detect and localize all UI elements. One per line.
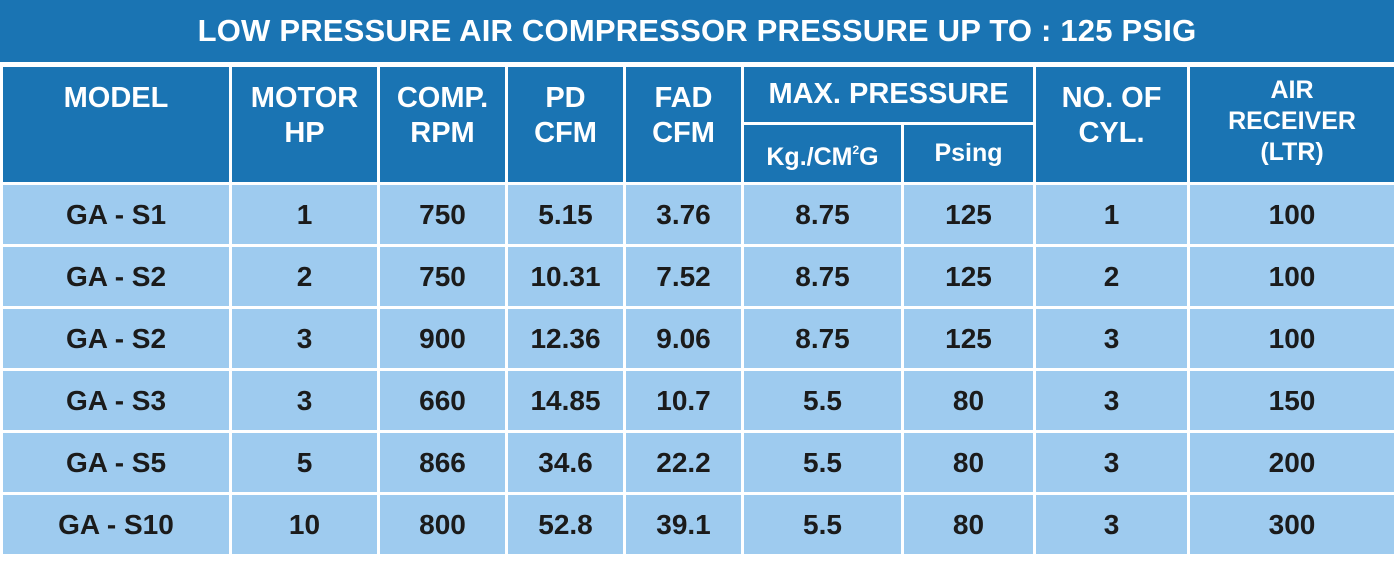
header-air-receiver: AIR RECEIVER (LTR) xyxy=(1187,64,1394,185)
cell-no-of-cyl: 3 xyxy=(1033,430,1191,495)
cell-kg-cm2g: 5.5 xyxy=(741,368,904,433)
cell-psing: 80 xyxy=(900,368,1037,433)
cell-psing: 125 xyxy=(900,244,1037,309)
compressor-spec-table: MODEL MOTOR HP COMP. RPM PD CFM FAD CFM xyxy=(0,64,1394,557)
cell-fad-cfm: 9.06 xyxy=(623,306,744,371)
cell-no-of-cyl: 3 xyxy=(1033,368,1191,433)
cell-motor-hp: 2 xyxy=(229,244,380,309)
cell-fad-cfm: 22.2 xyxy=(623,430,744,495)
table-row: GA - S2 3 900 12.36 9.06 8.75 125 3 100 xyxy=(0,306,1394,371)
cell-fad-cfm: 7.52 xyxy=(623,244,744,309)
header-max-pressure-label: MAX. PRESSURE xyxy=(768,78,1009,110)
header-psing-label: Psing xyxy=(934,139,1003,167)
cell-model: GA - S10 xyxy=(0,492,232,557)
table-row: GA - S1 1 750 5.15 3.76 8.75 125 1 100 xyxy=(0,182,1394,247)
header-air-receiver-line2: RECEIVER xyxy=(1228,107,1356,135)
cell-model: GA - S2 xyxy=(0,244,232,309)
cell-motor-hp: 3 xyxy=(229,368,380,433)
table-body: GA - S1 1 750 5.15 3.76 8.75 125 1 100 G… xyxy=(0,182,1394,557)
header-motor-hp-line1: MOTOR xyxy=(250,82,359,114)
cell-air-receiver: 200 xyxy=(1187,430,1394,495)
cell-comp-rpm: 750 xyxy=(377,182,508,247)
cell-kg-cm2g: 5.5 xyxy=(741,430,904,495)
table-row: GA - S2 2 750 10.31 7.52 8.75 125 2 100 xyxy=(0,244,1394,309)
table-title: LOW PRESSURE AIR COMPRESSOR PRESSURE UP … xyxy=(0,0,1394,62)
cell-pd-cfm: 14.85 xyxy=(505,368,626,433)
cell-comp-rpm: 900 xyxy=(377,306,508,371)
cell-comp-rpm: 750 xyxy=(377,244,508,309)
header-comp-rpm: COMP. RPM xyxy=(377,64,508,185)
header-model-label: MODEL xyxy=(63,82,169,114)
header-air-receiver-line3: (LTR) xyxy=(1260,138,1324,166)
header-motor-hp-line2: HP xyxy=(284,117,325,149)
cell-comp-rpm: 866 xyxy=(377,430,508,495)
cell-comp-rpm: 800 xyxy=(377,492,508,557)
cell-air-receiver: 300 xyxy=(1187,492,1394,557)
header-kg-prefix: Kg./CM xyxy=(766,142,853,171)
cell-air-receiver: 100 xyxy=(1187,182,1394,247)
header-air-receiver-line1: AIR xyxy=(1270,76,1314,104)
header-no-of-cyl-line1: NO. OF xyxy=(1061,82,1162,114)
header-fad-cfm-line2: CFM xyxy=(652,117,715,149)
cell-motor-hp: 3 xyxy=(229,306,380,371)
cell-fad-cfm: 3.76 xyxy=(623,182,744,247)
cell-motor-hp: 5 xyxy=(229,430,380,495)
cell-air-receiver: 150 xyxy=(1187,368,1394,433)
cell-kg-cm2g: 5.5 xyxy=(741,492,904,557)
cell-no-of-cyl: 2 xyxy=(1033,244,1191,309)
cell-fad-cfm: 39.1 xyxy=(623,492,744,557)
header-psing: Psing xyxy=(900,122,1037,185)
header-comp-rpm-line1: COMP. xyxy=(396,82,489,114)
cell-pd-cfm: 34.6 xyxy=(505,430,626,495)
table-row: GA - S5 5 866 34.6 22.2 5.5 80 3 200 xyxy=(0,430,1394,495)
header-no-of-cyl: NO. OF CYL. xyxy=(1033,64,1191,185)
header-row-1: MODEL MOTOR HP COMP. RPM PD CFM FAD CFM xyxy=(0,64,1394,185)
header-no-of-cyl-line2: CYL. xyxy=(1078,117,1145,149)
cell-model: GA - S5 xyxy=(0,430,232,495)
header-kg-suffix: G xyxy=(859,142,879,171)
cell-no-of-cyl: 3 xyxy=(1033,306,1191,371)
cell-no-of-cyl: 1 xyxy=(1033,182,1191,247)
header-fad-cfm: FAD CFM xyxy=(623,64,744,185)
cell-motor-hp: 10 xyxy=(229,492,380,557)
cell-psing: 125 xyxy=(900,182,1037,247)
cell-fad-cfm: 10.7 xyxy=(623,368,744,433)
header-pd-cfm-line2: CFM xyxy=(534,117,597,149)
header-pd-cfm: PD CFM xyxy=(505,64,626,185)
cell-pd-cfm: 52.8 xyxy=(505,492,626,557)
table-row: GA - S10 10 800 52.8 39.1 5.5 80 3 300 xyxy=(0,492,1394,557)
cell-kg-cm2g: 8.75 xyxy=(741,244,904,309)
cell-model: GA - S3 xyxy=(0,368,232,433)
header-fad-cfm-line1: FAD xyxy=(654,82,713,114)
table-row: GA - S3 3 660 14.85 10.7 5.5 80 3 150 xyxy=(0,368,1394,433)
cell-psing: 80 xyxy=(900,492,1037,557)
cell-psing: 80 xyxy=(900,430,1037,495)
header-comp-rpm-line2: RPM xyxy=(410,117,475,149)
cell-pd-cfm: 5.15 xyxy=(505,182,626,247)
cell-pd-cfm: 12.36 xyxy=(505,306,626,371)
header-row-2: Kg./CM2G Psing xyxy=(2,122,1394,185)
cell-comp-rpm: 660 xyxy=(377,368,508,433)
cell-model: GA - S1 xyxy=(0,182,232,247)
cell-kg-cm2g: 8.75 xyxy=(741,306,904,371)
header-kg-superscript: 2 xyxy=(852,142,860,157)
cell-kg-cm2g: 8.75 xyxy=(741,182,904,247)
header-motor-hp: MOTOR HP xyxy=(229,64,380,185)
cell-no-of-cyl: 3 xyxy=(1033,492,1191,557)
cell-pd-cfm: 10.31 xyxy=(505,244,626,309)
cell-air-receiver: 100 xyxy=(1187,306,1394,371)
cell-motor-hp: 1 xyxy=(229,182,380,247)
cell-psing: 125 xyxy=(900,306,1037,371)
header-model: MODEL xyxy=(0,64,232,185)
cell-air-receiver: 100 xyxy=(1187,244,1394,309)
header-pd-cfm-line1: PD xyxy=(545,82,586,114)
cell-model: GA - S2 xyxy=(0,306,232,371)
header-kg-cm2g: Kg./CM2G xyxy=(741,122,904,185)
header-max-pressure: MAX. PRESSURE xyxy=(740,64,1037,125)
